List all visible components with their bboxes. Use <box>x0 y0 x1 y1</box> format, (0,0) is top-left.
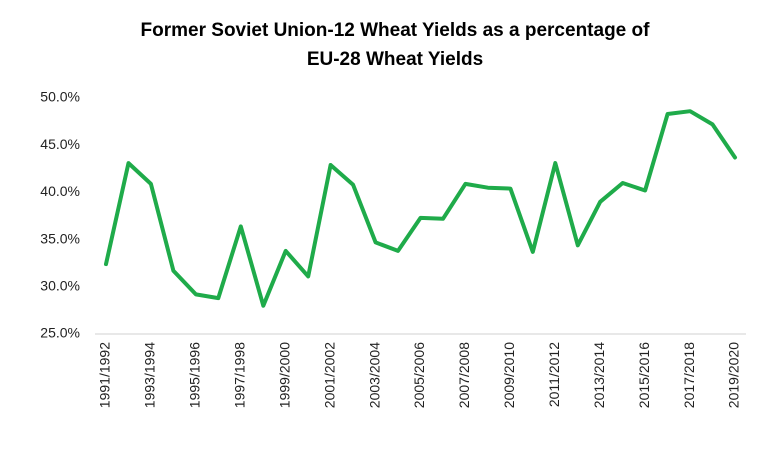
x-tick-label: 1995/1996 <box>187 342 203 408</box>
x-tick-label: 2011/2012 <box>546 342 562 407</box>
y-tick-label: 25.0% <box>40 325 80 341</box>
x-tick-label: 1999/2000 <box>276 342 292 408</box>
x-tick-label: 2009/2010 <box>501 342 517 408</box>
data-line <box>104 109 737 308</box>
x-tick-label: 1997/1998 <box>231 342 247 408</box>
x-tick-label: 2001/2002 <box>321 342 337 408</box>
chart-title: Former Soviet Union-12 Wheat Yields as a… <box>141 20 651 41</box>
x-tick-label: 2019/2020 <box>726 342 742 408</box>
x-tick-label: 2017/2018 <box>681 342 697 408</box>
x-tick-label: 2007/2008 <box>456 342 472 408</box>
x-tick-label: 2015/2016 <box>636 342 652 408</box>
x-tick-label: 2005/2006 <box>411 342 427 408</box>
y-tick-label: 45.0% <box>40 136 80 152</box>
x-tick-label: 1991/1992 <box>97 342 113 408</box>
x-tick-label: 2003/2004 <box>366 342 382 408</box>
chart-title: EU-28 Wheat Yields <box>307 49 483 70</box>
y-tick-label: 35.0% <box>40 230 80 246</box>
y-tick-label: 30.0% <box>40 278 80 294</box>
y-tick-label: 40.0% <box>40 183 80 199</box>
x-tick-label: 1993/1994 <box>142 342 158 408</box>
y-tick-label: 50.0% <box>40 89 80 105</box>
x-tick-label: 2013/2014 <box>591 342 607 408</box>
